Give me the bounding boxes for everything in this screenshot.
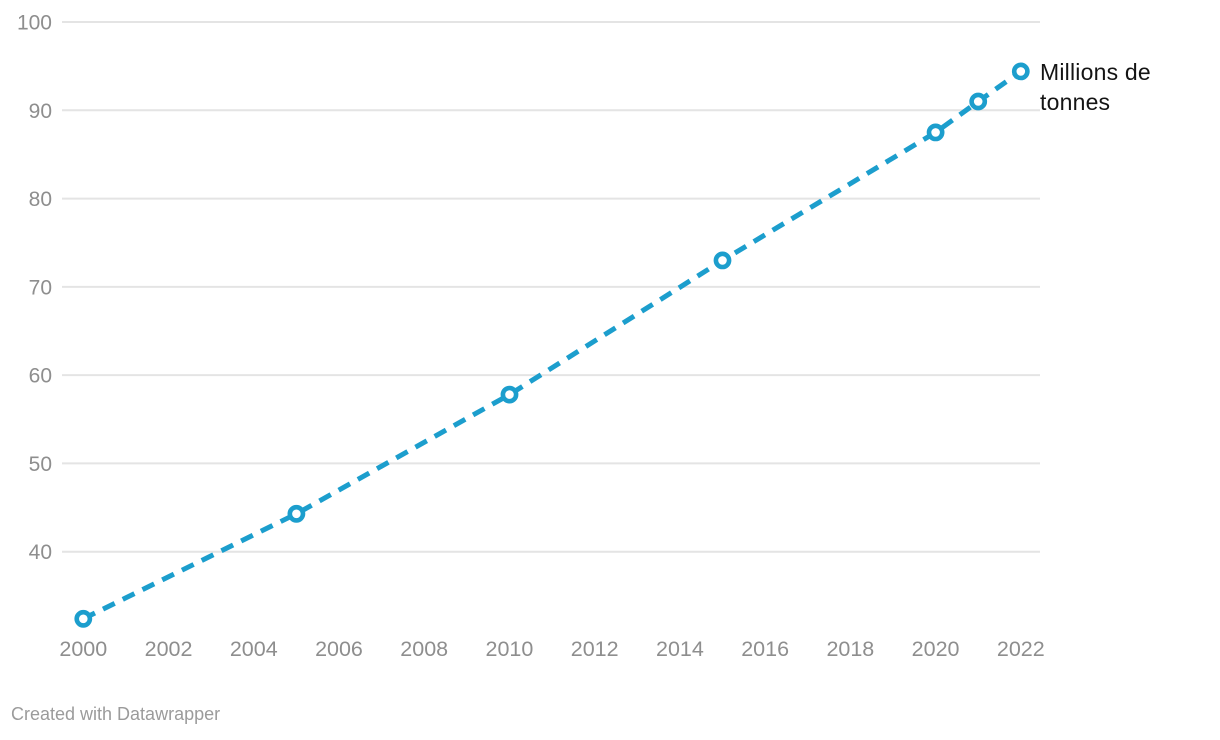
datawrapper-credit[interactable]: Created with Datawrapper [11, 704, 221, 724]
data-point-marker[interactable] [969, 92, 988, 111]
data-point-marker[interactable] [287, 504, 306, 523]
data-point-marker[interactable] [74, 609, 93, 628]
gridlines [62, 21, 1040, 553]
data-points [74, 62, 1030, 628]
y-tick-label: 100 [17, 12, 52, 35]
y-tick-label: 80 [29, 188, 52, 211]
y-tick-label: 60 [29, 365, 52, 388]
y-tick-label: 50 [29, 453, 52, 476]
data-point-marker[interactable] [926, 123, 945, 142]
x-tick-label: 2006 [315, 637, 363, 661]
data-point-marker[interactable] [713, 251, 732, 270]
x-tick-label: 2020 [912, 637, 960, 661]
y-tick-label: 40 [29, 541, 52, 564]
y-tick-label: 70 [29, 276, 52, 299]
series-line [82, 69, 1023, 622]
y-tick-label: 90 [29, 100, 52, 123]
x-axis-labels: 2000 2002 2004 2006 2008 2010 2012 2014 2016 2018… [59, 637, 1044, 661]
series-path [82, 69, 1023, 622]
x-tick-label: 2008 [400, 637, 448, 661]
data-point-marker[interactable] [500, 385, 519, 404]
y-axis-labels: 40 50 60 70 80 90 100 [17, 12, 52, 565]
x-tick-label: 2010 [486, 637, 534, 661]
series-label: Millions de tonnes [1040, 59, 1151, 115]
x-tick-label: 2000 [59, 637, 107, 661]
x-tick-label: 2018 [826, 637, 874, 661]
x-tick-label: 2016 [741, 637, 789, 661]
x-tick-label: 2004 [230, 637, 278, 661]
x-tick-label: 2002 [145, 637, 193, 661]
x-tick-label: 2012 [571, 637, 619, 661]
data-point-marker[interactable] [1011, 62, 1030, 81]
x-tick-label: 2022 [997, 637, 1045, 661]
x-tick-label: 2014 [656, 637, 704, 661]
